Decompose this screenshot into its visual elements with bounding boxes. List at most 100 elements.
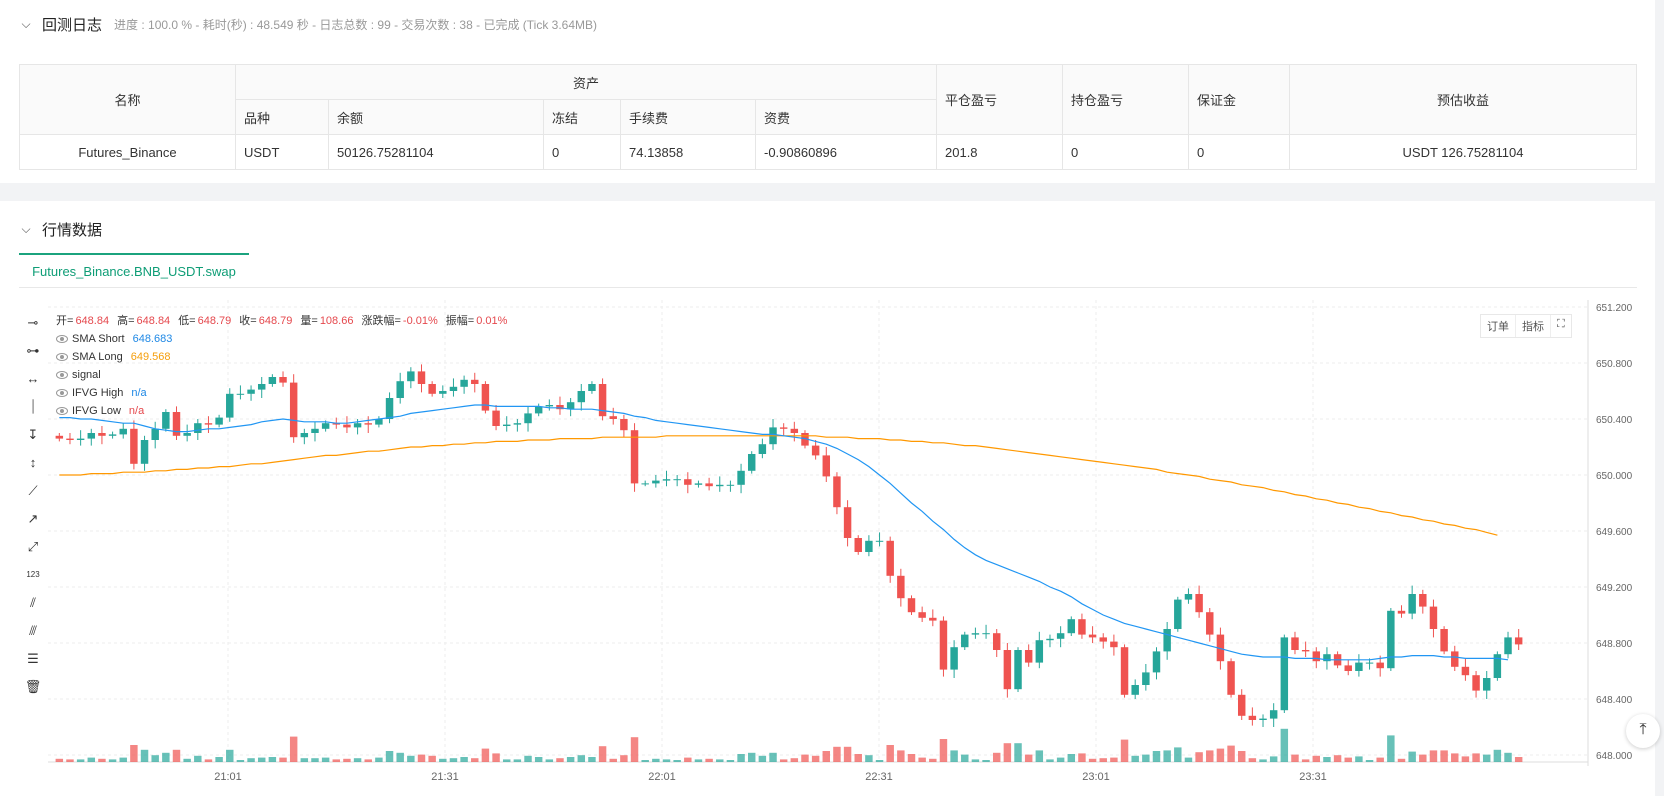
candle-body [279,377,287,383]
eye-icon[interactable] [56,389,68,397]
candle-body [1248,715,1257,720]
eye-icon[interactable] [56,335,68,343]
candle-body [321,423,330,429]
chart-area[interactable]: 651.200 650.800 650.400 650.000 649.600 649.2… [0,300,1655,796]
candle-body [641,483,649,485]
horizontal-segment-icon[interactable]: ↔ [26,371,40,386]
drawing-toolbar: ⊸ ⊶ ↔ ⏐ ↧ ↕ ⟋ ↗ ⤢ 123 ⫽ ⫻ ☰ 🗑 [22,312,46,704]
cell-funding: -0.90860896 [755,134,937,170]
indicators-button[interactable]: 指标 [1516,315,1551,337]
candle-body [439,391,447,394]
parallel-channel-icon[interactable]: ⫽ [30,595,36,610]
candle-body [939,620,948,670]
volume-bar [950,750,958,762]
candle-body [1099,637,1107,642]
legend-sma-long[interactable]: SMA Long 649.568 [56,348,511,366]
y-tick-label: 648.000 [1596,751,1633,762]
vertical-line-icon[interactable]: ⏐ [29,399,37,414]
horizontal-ray-icon[interactable]: ⊶ [26,343,40,358]
volume-bar [545,759,554,762]
candle-body [1088,634,1097,638]
candle-body [1035,640,1044,663]
volume-bar [1344,757,1352,762]
vertical-segment-icon[interactable]: ↕ [29,455,37,470]
measure-icon[interactable]: ☰ [27,651,39,666]
col-close-pnl: 平仓盈亏 [936,64,1063,135]
horizontal-line-icon[interactable]: ⊸ [27,315,39,330]
price-label-icon[interactable]: 123 [26,570,40,579]
candle-body [716,484,724,487]
cell-margin: 0 [1188,134,1290,170]
volume-bar [1088,758,1097,762]
tab-divider [19,287,1637,288]
volume-bar [630,737,639,762]
candle-body [918,612,926,618]
volume-bar [524,755,532,762]
tab-bnb-swap[interactable]: Futures_Binance.BNB_USDT.swap [19,253,249,289]
candle-body [620,419,628,431]
volume-bar [439,758,447,762]
candle-body [268,377,277,384]
volume-bar [268,757,277,762]
volume-bar [684,757,692,762]
fibonacci-icon[interactable]: ⫻ [29,623,37,638]
volume-bar [471,758,479,762]
volume-bar [1216,748,1225,762]
chevron-down-icon[interactable]: ⌵ [21,17,31,31]
legend-signal[interactable]: signal [56,366,511,384]
candle-body [140,440,149,464]
trend-line-icon[interactable]: ⟋ [28,483,38,498]
legend-ifvg-high[interactable]: IFVG High n/a [56,384,511,402]
volume-bar [279,757,287,762]
x-tick-label: 23:01 [1082,771,1110,783]
sma-long-line [59,435,1498,536]
volume-bar [1259,759,1267,762]
volume-bar [747,752,756,762]
volume-bar [1514,757,1523,762]
trash-icon[interactable]: 🗑 [24,679,42,694]
log-header[interactable]: ⌵ 回测日志 进度 : 100.0 % - 耗时(秒) : 48.549 秒 -… [20,14,597,35]
volume-bar [1387,735,1395,762]
ohlc-readout: 开= 648.84 高= 648.84 低= 648.79 收= 648.79 量= 10… [56,312,511,330]
col-assets: 资产 [235,64,937,100]
fullscreen-icon[interactable]: ⛶ [1557,318,1565,330]
volume-bar [598,746,607,762]
eye-icon[interactable] [56,407,68,415]
legend-sma-short[interactable]: SMA Short 648.683 [56,330,511,348]
volume-bar [1333,755,1342,762]
legend-ifvg-low[interactable]: IFVG Low n/a [56,402,511,420]
candle-body [289,382,298,438]
volume-bar [1419,754,1427,762]
chevron-down-icon[interactable]: ⌵ [21,222,31,236]
candle-body [588,384,596,391]
eye-icon[interactable] [56,353,68,361]
volume-bar [875,760,884,762]
candle-body [961,634,969,648]
candlestick-chart[interactable]: 651.200 650.800 650.400 650.000 649.600 649.2… [0,300,1655,796]
volume-bar [1195,752,1203,762]
volume-bar [737,754,745,762]
candle-body [630,430,639,484]
volume-bar [247,758,255,762]
y-tick-label: 650.800 [1596,359,1633,370]
volume-bar [1099,758,1107,762]
cell-symbol: USDT [235,134,329,170]
volume-bar [726,760,735,762]
volume-bar [492,753,500,762]
col-est-profit: 预估收益 [1289,64,1637,135]
candle-body [1291,637,1299,650]
orders-button[interactable]: 订单 [1481,315,1516,337]
candle-body [694,483,703,485]
market-header[interactable]: ⌵ 行情数据 [20,219,102,240]
y-tick-label: 649.600 [1596,527,1633,538]
segment-line-icon[interactable]: ⤢ [27,539,39,554]
ray-line-icon[interactable]: ↗ [27,511,39,526]
candle-body [257,384,266,390]
candle-body [684,479,692,485]
back-to-top-button[interactable]: ⤒ [1626,714,1660,748]
candle-body [332,423,341,425]
volume-bar [897,750,905,762]
chart-legend: 开= 648.84 高= 648.84 低= 648.79 收= 648.79 量= 10… [56,312,511,420]
eye-icon[interactable] [56,371,68,379]
vertical-ray-icon[interactable]: ↧ [27,427,39,442]
